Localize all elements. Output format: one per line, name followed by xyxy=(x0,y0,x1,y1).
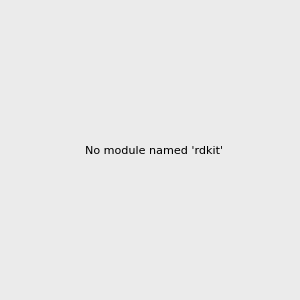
Text: No module named 'rdkit': No module named 'rdkit' xyxy=(85,146,223,157)
